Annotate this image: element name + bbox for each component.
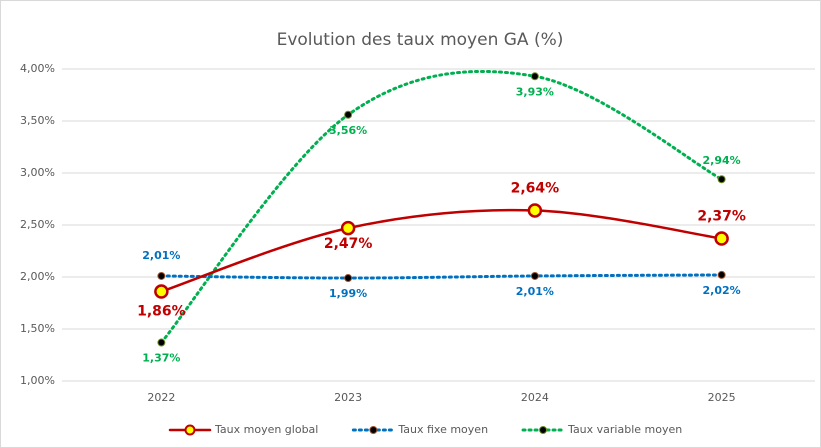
data-label: 2,64% [511, 180, 560, 196]
point-marker [530, 271, 539, 280]
legend-marker [369, 426, 378, 434]
data-label: 2,01% [516, 285, 554, 298]
point-marker [344, 110, 353, 119]
y-tick-label: 2,00% [20, 270, 55, 283]
data-label: 2,37% [697, 209, 746, 225]
y-tick-label: 1,50% [20, 322, 55, 335]
legend-label: Taux moyen global [214, 423, 318, 436]
data-label: 2,02% [703, 284, 741, 297]
data-label: 2,01% [142, 249, 180, 262]
data-label: 2,94% [703, 154, 741, 167]
point-marker [527, 203, 543, 218]
x-tick-label: 2025 [708, 391, 736, 404]
legend-label: Taux variable moyen [567, 423, 682, 436]
y-tick-label: 4,00% [20, 62, 55, 75]
y-tick-label: 2,50% [20, 218, 55, 231]
data-label: 3,56% [329, 124, 367, 137]
data-label: 2,47% [324, 236, 373, 252]
point-marker [344, 274, 353, 283]
series-line [159, 273, 724, 280]
x-tick-label: 2022 [147, 391, 175, 404]
series-line [159, 69, 724, 345]
point-marker [340, 220, 356, 236]
data-label: 1,37% [142, 352, 180, 365]
data-label: 1,86% [137, 304, 186, 320]
y-tick-label: 3,00% [20, 166, 55, 179]
x-tick-label: 2023 [334, 391, 362, 404]
point-marker [717, 270, 726, 279]
legend-marker [539, 426, 548, 434]
point-marker [530, 72, 539, 81]
x-tick-label: 2024 [521, 391, 549, 404]
y-tick-label: 3,50% [20, 114, 55, 127]
point-marker [717, 175, 726, 184]
legend-marker [184, 424, 196, 436]
point-marker [714, 231, 729, 246]
data-label: 1,99% [329, 287, 367, 300]
data-label: 3,93% [516, 85, 554, 98]
point-marker [154, 284, 169, 299]
y-tick-label: 1,00% [20, 374, 55, 387]
legend-label: Taux fixe moyen [397, 423, 488, 436]
series-line [160, 208, 723, 293]
point-marker [157, 271, 166, 280]
chart-title: Evolution des taux moyen GA (%) [277, 30, 564, 50]
point-marker [157, 338, 166, 347]
